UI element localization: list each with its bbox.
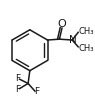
Text: F: F: [15, 85, 20, 94]
Text: N: N: [69, 35, 76, 45]
Text: CH₃: CH₃: [79, 27, 94, 36]
Text: F: F: [34, 88, 39, 96]
Text: O: O: [58, 19, 66, 29]
Text: F: F: [15, 74, 20, 83]
Text: CH₃: CH₃: [79, 44, 94, 53]
